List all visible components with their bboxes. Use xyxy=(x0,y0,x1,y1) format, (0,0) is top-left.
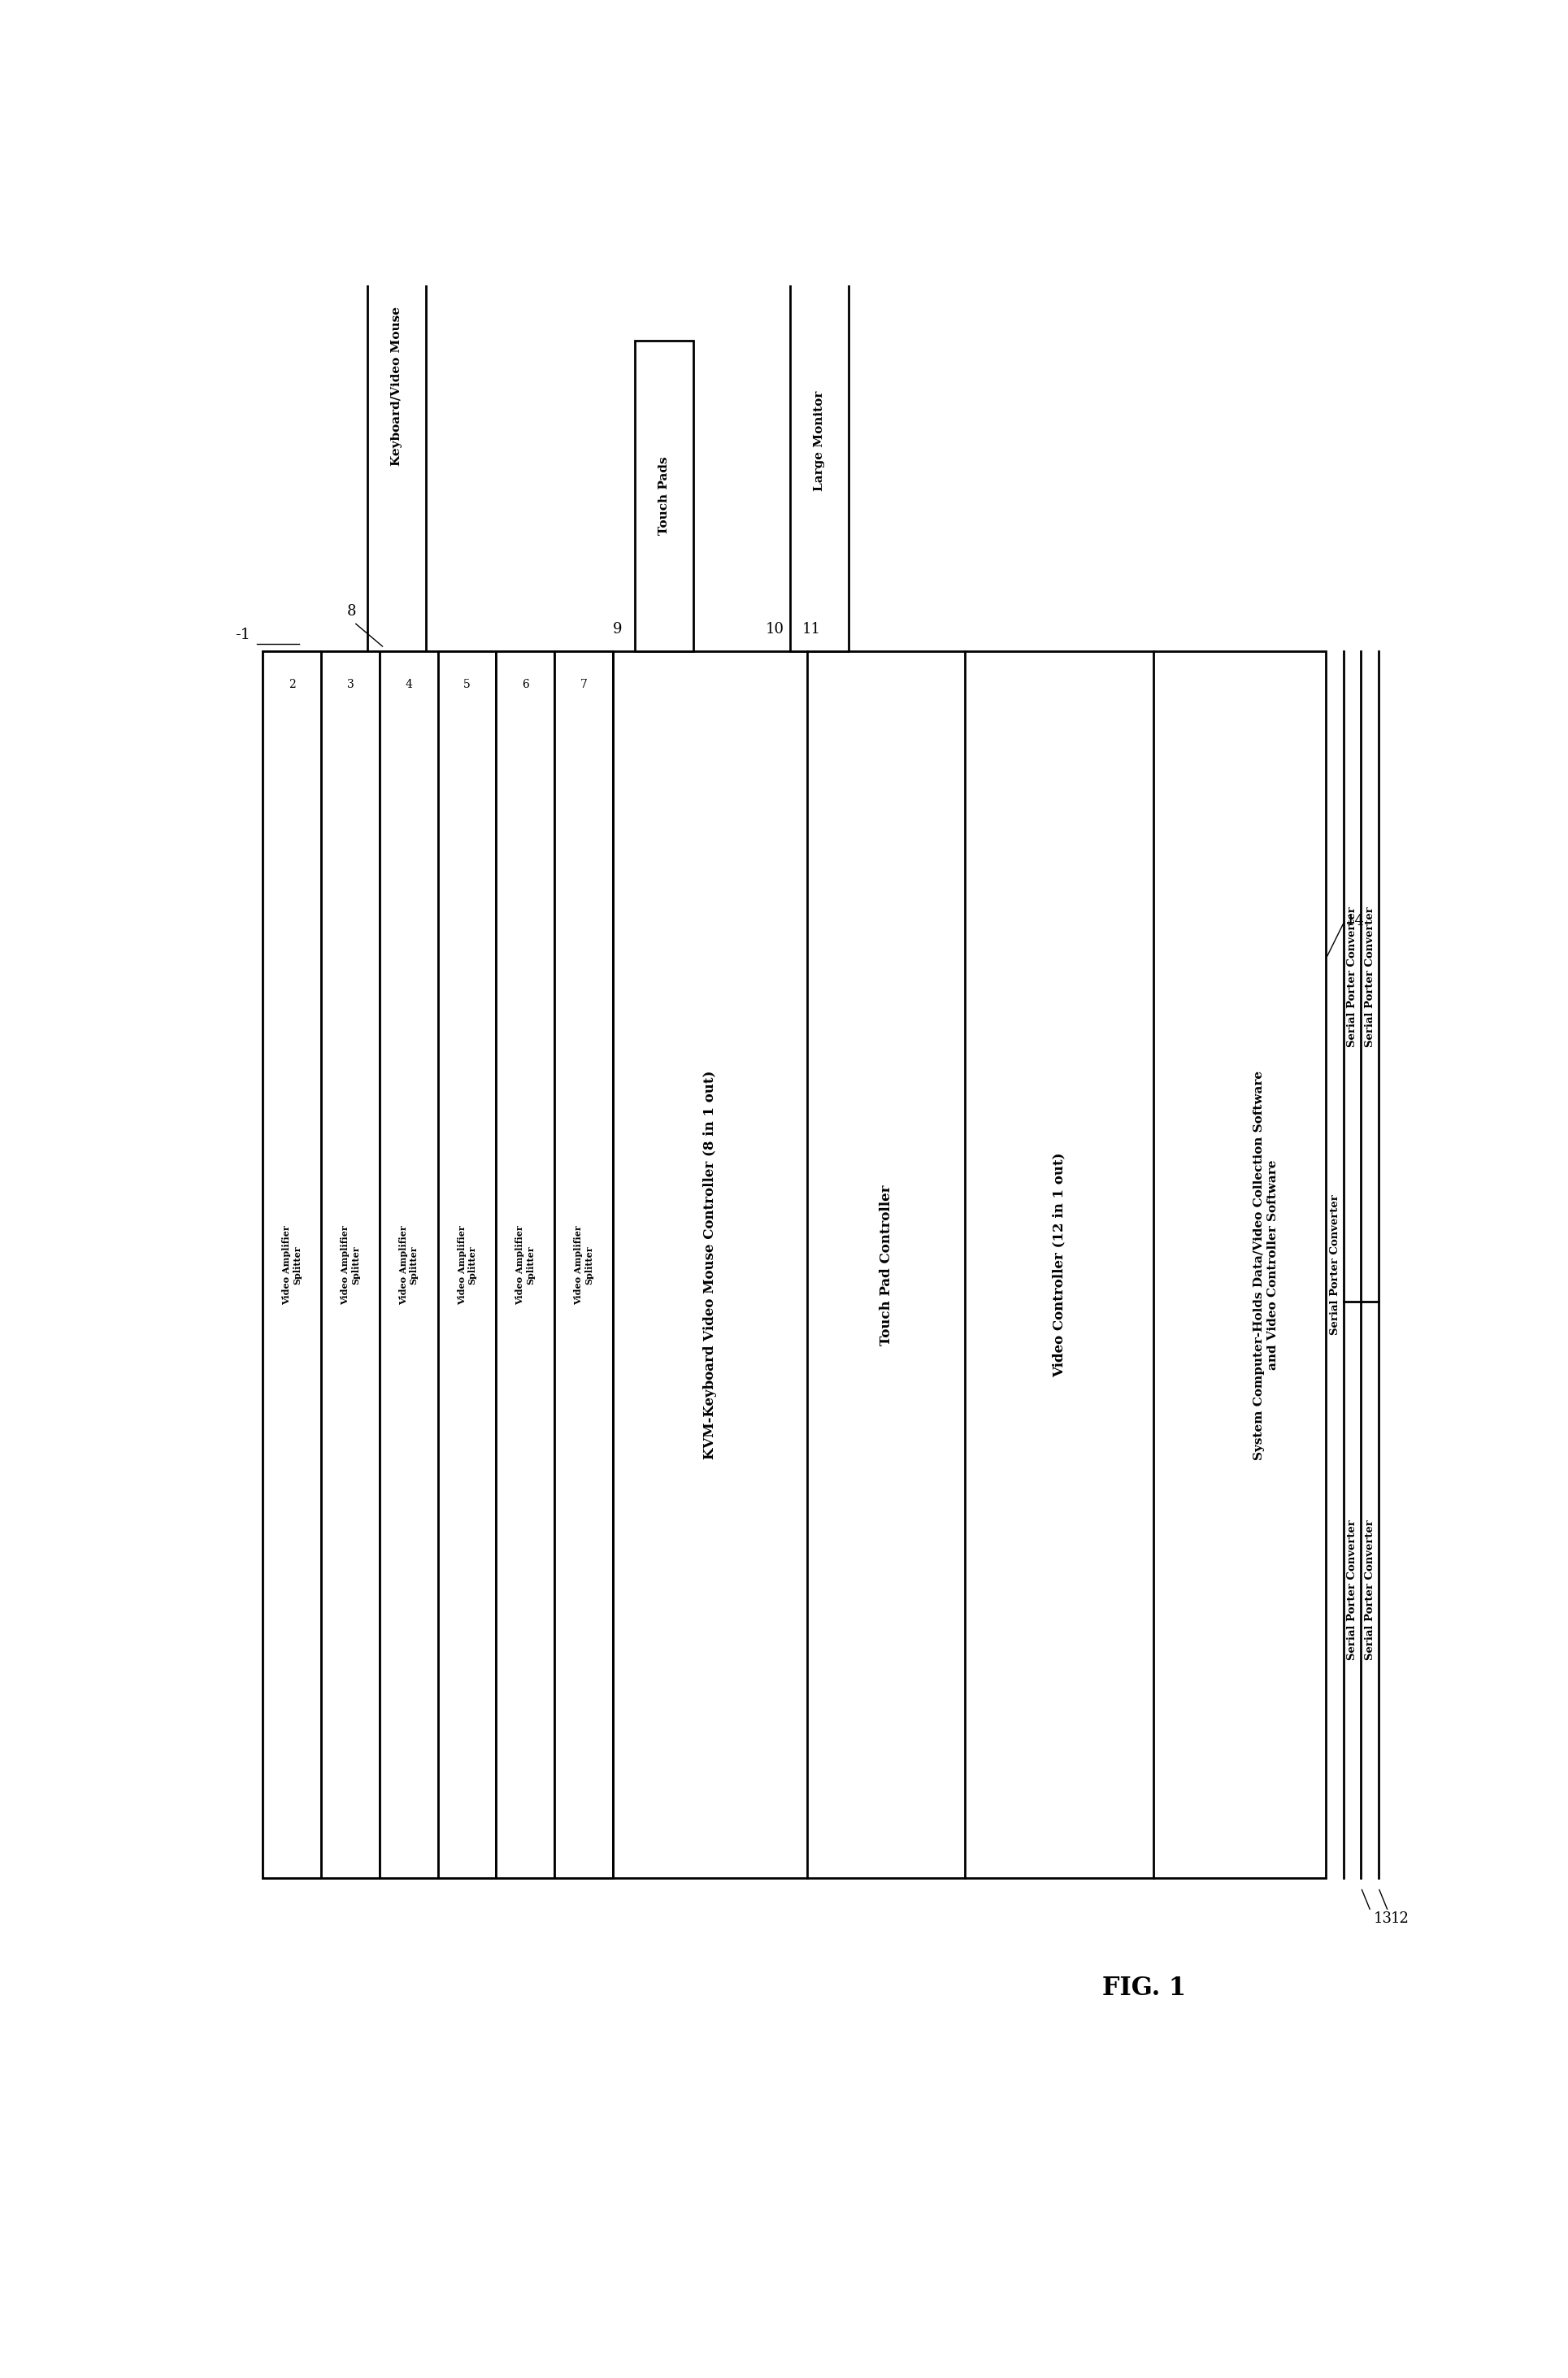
Text: Large Monitor: Large Monitor xyxy=(814,390,825,492)
Text: 11: 11 xyxy=(803,623,822,637)
Bar xyxy=(263,652,1327,1879)
Text: Serial Porter Converter: Serial Porter Converter xyxy=(1364,1520,1375,1660)
Bar xyxy=(790,231,848,652)
Text: 10: 10 xyxy=(765,623,784,637)
Text: 12: 12 xyxy=(1391,1912,1410,1926)
Text: Keyboard/Video Mouse: Keyboard/Video Mouse xyxy=(390,307,403,466)
Text: Video Amplifier
Splitter: Video Amplifier Splitter xyxy=(574,1225,593,1306)
Text: 14: 14 xyxy=(1345,913,1364,930)
Text: Video Amplifier
Splitter: Video Amplifier Splitter xyxy=(398,1225,419,1306)
Bar xyxy=(263,652,321,1879)
Text: Serial Porter Converter: Serial Porter Converter xyxy=(1364,906,1375,1046)
Text: 6: 6 xyxy=(522,680,528,690)
Text: Video Controller (12 in 1 out): Video Controller (12 in 1 out) xyxy=(1052,1153,1066,1377)
Text: KVM-Keyboard Video Mouse Controller (8 in 1 out): KVM-Keyboard Video Mouse Controller (8 i… xyxy=(702,1070,717,1460)
Bar xyxy=(495,652,555,1879)
Bar xyxy=(321,652,379,1879)
Text: Video Amplifier
Splitter: Video Amplifier Splitter xyxy=(458,1225,477,1306)
Text: Power Strip: Power Strip xyxy=(270,666,356,680)
Text: Touch Pad Controller: Touch Pad Controller xyxy=(880,1184,894,1346)
Text: -1: -1 xyxy=(235,628,251,642)
Text: 13: 13 xyxy=(1374,1912,1392,1926)
Text: Serial Porter Converter: Serial Porter Converter xyxy=(1347,1520,1358,1660)
Text: Video Amplifier
Splitter: Video Amplifier Splitter xyxy=(516,1225,535,1306)
Text: Video Amplifier
Splitter: Video Amplifier Splitter xyxy=(282,1225,301,1306)
Bar xyxy=(367,121,425,652)
Text: 4: 4 xyxy=(405,680,412,690)
Text: 7: 7 xyxy=(580,680,588,690)
Text: Serial Porter Converter: Serial Porter Converter xyxy=(1347,906,1358,1046)
Text: Video Amplifier
Splitter: Video Amplifier Splitter xyxy=(340,1225,361,1306)
Bar xyxy=(437,652,495,1879)
Text: FIG. 1: FIG. 1 xyxy=(1102,1976,1185,2000)
Bar xyxy=(635,340,693,652)
Text: 3: 3 xyxy=(347,680,354,690)
Text: System Computer-Holds Data/Video Collection Software
and Video Controller Softwa: System Computer-Holds Data/Video Collect… xyxy=(1254,1070,1278,1460)
Text: Touch Pads: Touch Pads xyxy=(659,457,670,535)
Bar xyxy=(555,652,613,1879)
Text: 8: 8 xyxy=(347,604,356,618)
Bar xyxy=(379,652,437,1879)
Text: 2: 2 xyxy=(289,680,295,690)
Text: 5: 5 xyxy=(464,680,470,690)
Text: Serial Porter Converter: Serial Porter Converter xyxy=(1330,1194,1341,1334)
Text: 9: 9 xyxy=(613,623,622,637)
